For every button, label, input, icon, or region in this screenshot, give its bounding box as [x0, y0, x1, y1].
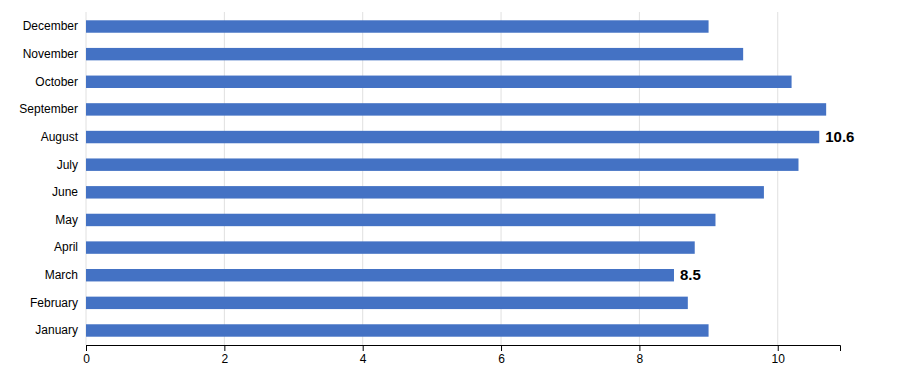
y-tick: November	[23, 47, 86, 61]
x-tick-mark	[224, 345, 225, 351]
y-tick-label: April	[54, 240, 78, 254]
y-tick: December	[23, 19, 86, 33]
bar	[86, 158, 798, 170]
bar	[86, 76, 792, 88]
bar	[86, 297, 688, 309]
grid-line	[501, 12, 502, 345]
y-tick: May	[55, 213, 86, 227]
y-tick-label: June	[52, 185, 78, 199]
x-tick-label: 6	[498, 352, 505, 366]
bar	[86, 241, 695, 253]
x-tick: 10	[772, 345, 786, 366]
y-tick: March	[45, 268, 86, 282]
x-tick: 8	[637, 345, 644, 366]
grid-line	[86, 12, 87, 345]
x-tick-label: 0	[83, 352, 90, 366]
grid-line	[224, 12, 225, 345]
bar	[86, 20, 709, 32]
y-tick-label: August	[41, 130, 79, 144]
grid-line	[777, 12, 778, 345]
y-tick-label: July	[57, 158, 78, 172]
bars	[86, 20, 826, 336]
bar	[86, 103, 826, 115]
x-tick-label: 2	[222, 352, 229, 366]
y-tick-label: May	[55, 213, 78, 227]
x-tick-mark	[639, 345, 640, 351]
x-tick-mark	[501, 345, 502, 351]
x-tick-label: 10	[772, 352, 786, 366]
x-tick-mark	[363, 345, 364, 351]
annotations: 8.5 10.6	[680, 128, 854, 283]
grid-line	[639, 12, 640, 345]
x-tick-mark	[86, 345, 87, 351]
bar	[86, 131, 819, 143]
y-tick: January	[35, 323, 86, 337]
y-tick: April	[54, 240, 86, 254]
y-tick-label: October	[35, 75, 78, 89]
annotation: 10.6	[825, 128, 854, 145]
y-tick: September	[19, 102, 86, 116]
y-tick-label: December	[23, 19, 78, 33]
plot: 0246810JanuaryFebruaryMarchAprilMayJuneJ…	[19, 12, 854, 366]
x-tick: 0	[83, 345, 90, 366]
bar	[86, 48, 743, 60]
y-tick-label: November	[23, 47, 78, 61]
y-tick: July	[57, 158, 86, 172]
y-axis: January February March April May June July Augu…	[19, 19, 86, 337]
x-tick-label: 4	[360, 352, 367, 366]
x-axis: 0 2 4 6 8 10	[83, 345, 840, 366]
y-tick-label: September	[19, 102, 78, 116]
annotation: 8.5	[680, 266, 701, 283]
bar	[86, 186, 764, 198]
y-tick-label: February	[30, 296, 78, 310]
y-tick: February	[30, 296, 86, 310]
y-tick-label: March	[45, 268, 78, 282]
grid	[86, 12, 778, 345]
bar	[86, 214, 715, 226]
y-tick: June	[52, 185, 86, 199]
x-axis-line	[87, 346, 841, 352]
x-tick: 6	[498, 345, 505, 366]
x-tick-label: 8	[637, 352, 644, 366]
x-tick: 2	[222, 345, 229, 366]
y-tick-label: January	[35, 323, 78, 337]
y-tick: August	[41, 130, 86, 144]
bar	[86, 324, 709, 336]
grid-line	[362, 12, 363, 345]
y-tick: October	[35, 75, 86, 89]
x-tick-mark	[778, 345, 779, 351]
x-tick: 4	[360, 345, 367, 366]
chart: 0246810JanuaryFebruaryMarchAprilMayJuneJ…	[0, 0, 900, 375]
bar	[86, 269, 674, 281]
